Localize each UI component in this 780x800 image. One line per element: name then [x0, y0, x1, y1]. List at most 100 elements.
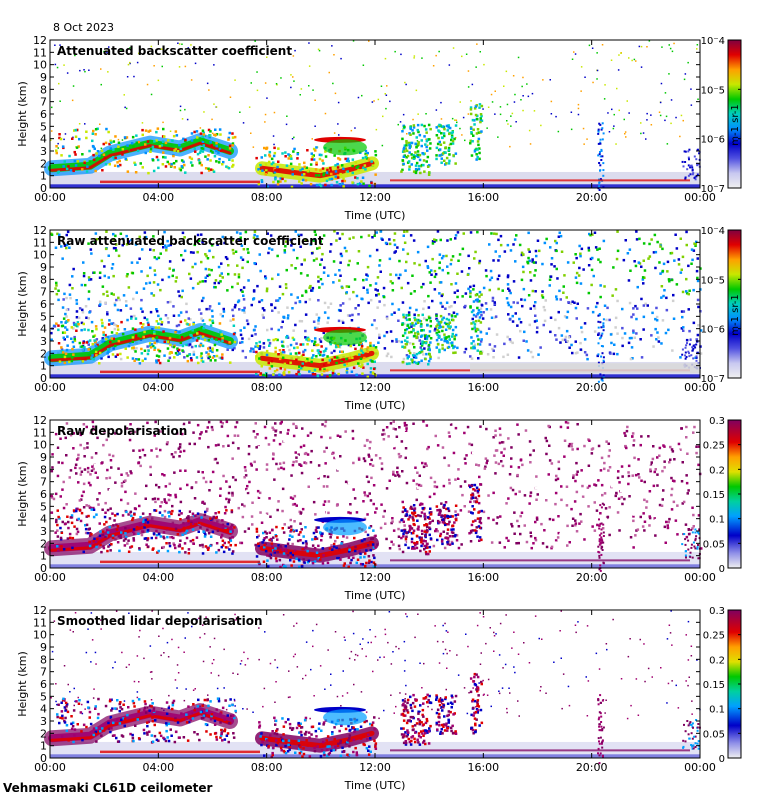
colorbar-tick-label: 0.25	[703, 631, 725, 642]
colorbar-unit: m-1 sr-1	[730, 104, 741, 146]
x-tick-label: 08:00	[251, 191, 283, 204]
y-tick-label: 9	[40, 641, 47, 654]
y-tick-label: 8	[40, 653, 47, 666]
panel-title: Raw attenuated backscatter coefficient	[57, 234, 324, 248]
colorbar-tick-label: 0.1	[709, 515, 725, 526]
colorbar-tick-label: 10⁻6	[701, 135, 725, 146]
colorbar-tick-label: 10⁻7	[701, 374, 725, 385]
y-tick-label: 12	[33, 604, 47, 617]
y-tick-label: 12	[33, 414, 47, 427]
y-tick-label: 6	[40, 108, 47, 121]
x-tick-label: 04:00	[142, 761, 174, 774]
y-tick-label: 4	[40, 133, 47, 146]
x-tick-label: 20:00	[576, 761, 608, 774]
colorbar: 10⁻4 10⁻5 10⁻6 10⁻7 m-1 sr-1	[701, 36, 742, 195]
colorbar-tick-label: 0.05	[703, 729, 725, 740]
y-tick-label: 2	[40, 537, 47, 550]
colorbar-tick-label: 10⁻5	[701, 85, 725, 96]
x-tick-label: 00:00	[34, 761, 66, 774]
y-tick-label: 9	[40, 261, 47, 274]
x-tick-label: 08:00	[251, 761, 283, 774]
x-axis-title: Time (UTC)	[344, 209, 406, 222]
x-tick-label: 16:00	[467, 191, 499, 204]
colorbar-gradient	[727, 39, 742, 189]
y-tick-label: 7	[40, 666, 47, 679]
y-tick-label: 6	[40, 298, 47, 311]
x-tick-label: 16:00	[467, 381, 499, 394]
y-tick-label: 8	[40, 273, 47, 286]
colorbar-tick-label: 0.3	[709, 416, 725, 427]
figure-date: 8 Oct 2023	[53, 21, 115, 34]
x-tick-label: 04:00	[142, 381, 174, 394]
y-tick-label: 9	[40, 451, 47, 464]
y-tick-label: 3	[40, 145, 47, 158]
y-tick-label: 6	[40, 488, 47, 501]
x-tick-label: 12:00	[359, 761, 391, 774]
y-tick-label: 10	[33, 439, 47, 452]
panel-title: Attenuated backscatter coefficient	[57, 44, 292, 58]
y-tick-label: 6	[40, 678, 47, 691]
y-tick-label: 0	[40, 562, 47, 575]
colorbar-tick-label: 0.3	[709, 606, 725, 617]
y-axis-title: Height (km)	[16, 651, 29, 717]
y-tick-label: 11	[33, 426, 47, 439]
colorbar-tick-label: 0.2	[709, 465, 725, 476]
y-tick-label: 11	[33, 46, 47, 59]
x-tick-label: 04:00	[142, 571, 174, 584]
panel-title: Raw depolarisation	[57, 424, 187, 438]
colorbar-unit: m-1 sr-1	[730, 294, 741, 336]
y-tick-label: 0	[40, 182, 47, 195]
colorbar-tick-label: 10⁻7	[701, 184, 725, 195]
x-tick-label: 04:00	[142, 191, 174, 204]
colorbar-tick-label: 0.05	[703, 539, 725, 550]
x-tick-label: 12:00	[359, 191, 391, 204]
colorbar: 0.3 0.25 0.2 0.15 0.1 0.05 0	[703, 416, 742, 575]
x-tick-label: 00:00	[684, 761, 716, 774]
x-tick-label: 20:00	[576, 571, 608, 584]
y-tick-label: 10	[33, 629, 47, 642]
x-tick-label: 00:00	[34, 191, 66, 204]
x-tick-label: 16:00	[467, 761, 499, 774]
y-tick-label: 12	[33, 34, 47, 47]
y-tick-label: 0	[40, 752, 47, 765]
y-tick-label: 11	[33, 616, 47, 629]
y-tick-label: 2	[40, 347, 47, 360]
y-tick-label: 5	[40, 690, 47, 703]
y-tick-label: 4	[40, 323, 47, 336]
x-axis-title: Time (UTC)	[344, 779, 406, 792]
y-tick-label: 7	[40, 286, 47, 299]
y-tick-label: 3	[40, 715, 47, 728]
colorbar-tick-label: 10⁻5	[701, 275, 725, 286]
colorbar-tick-label: 10⁻6	[701, 325, 725, 336]
colorbar: 10⁻4 10⁻5 10⁻6 10⁻7 m-1 sr-1	[701, 226, 742, 385]
colorbar-tick-label: 0.1	[709, 705, 725, 716]
x-tick-label: 00:00	[684, 381, 716, 394]
x-axis-title: Time (UTC)	[344, 399, 406, 412]
heatmap-field	[44, 230, 703, 383]
y-tick-label: 7	[40, 96, 47, 109]
x-tick-label: 20:00	[576, 381, 608, 394]
x-tick-label: 00:00	[34, 381, 66, 394]
x-tick-label: 00:00	[684, 191, 716, 204]
y-tick-label: 10	[33, 249, 47, 262]
y-tick-label: 0	[40, 372, 47, 385]
y-tick-label: 1	[40, 170, 47, 183]
y-axis-title: Height (km)	[16, 461, 29, 527]
y-tick-label: 1	[40, 360, 47, 373]
y-axis-title: Height (km)	[16, 81, 29, 147]
x-tick-label: 08:00	[251, 381, 283, 394]
x-tick-label: 16:00	[467, 571, 499, 584]
footer-label: Vehmasmaki CL61D ceilometer	[3, 781, 213, 795]
y-tick-label: 7	[40, 476, 47, 489]
colorbar-tick-label: 0.25	[703, 441, 725, 452]
colorbar-tick-label: 0.2	[709, 655, 725, 666]
y-tick-label: 5	[40, 120, 47, 133]
x-tick-label: 20:00	[576, 191, 608, 204]
y-tick-label: 8	[40, 463, 47, 476]
y-tick-label: 2	[40, 727, 47, 740]
